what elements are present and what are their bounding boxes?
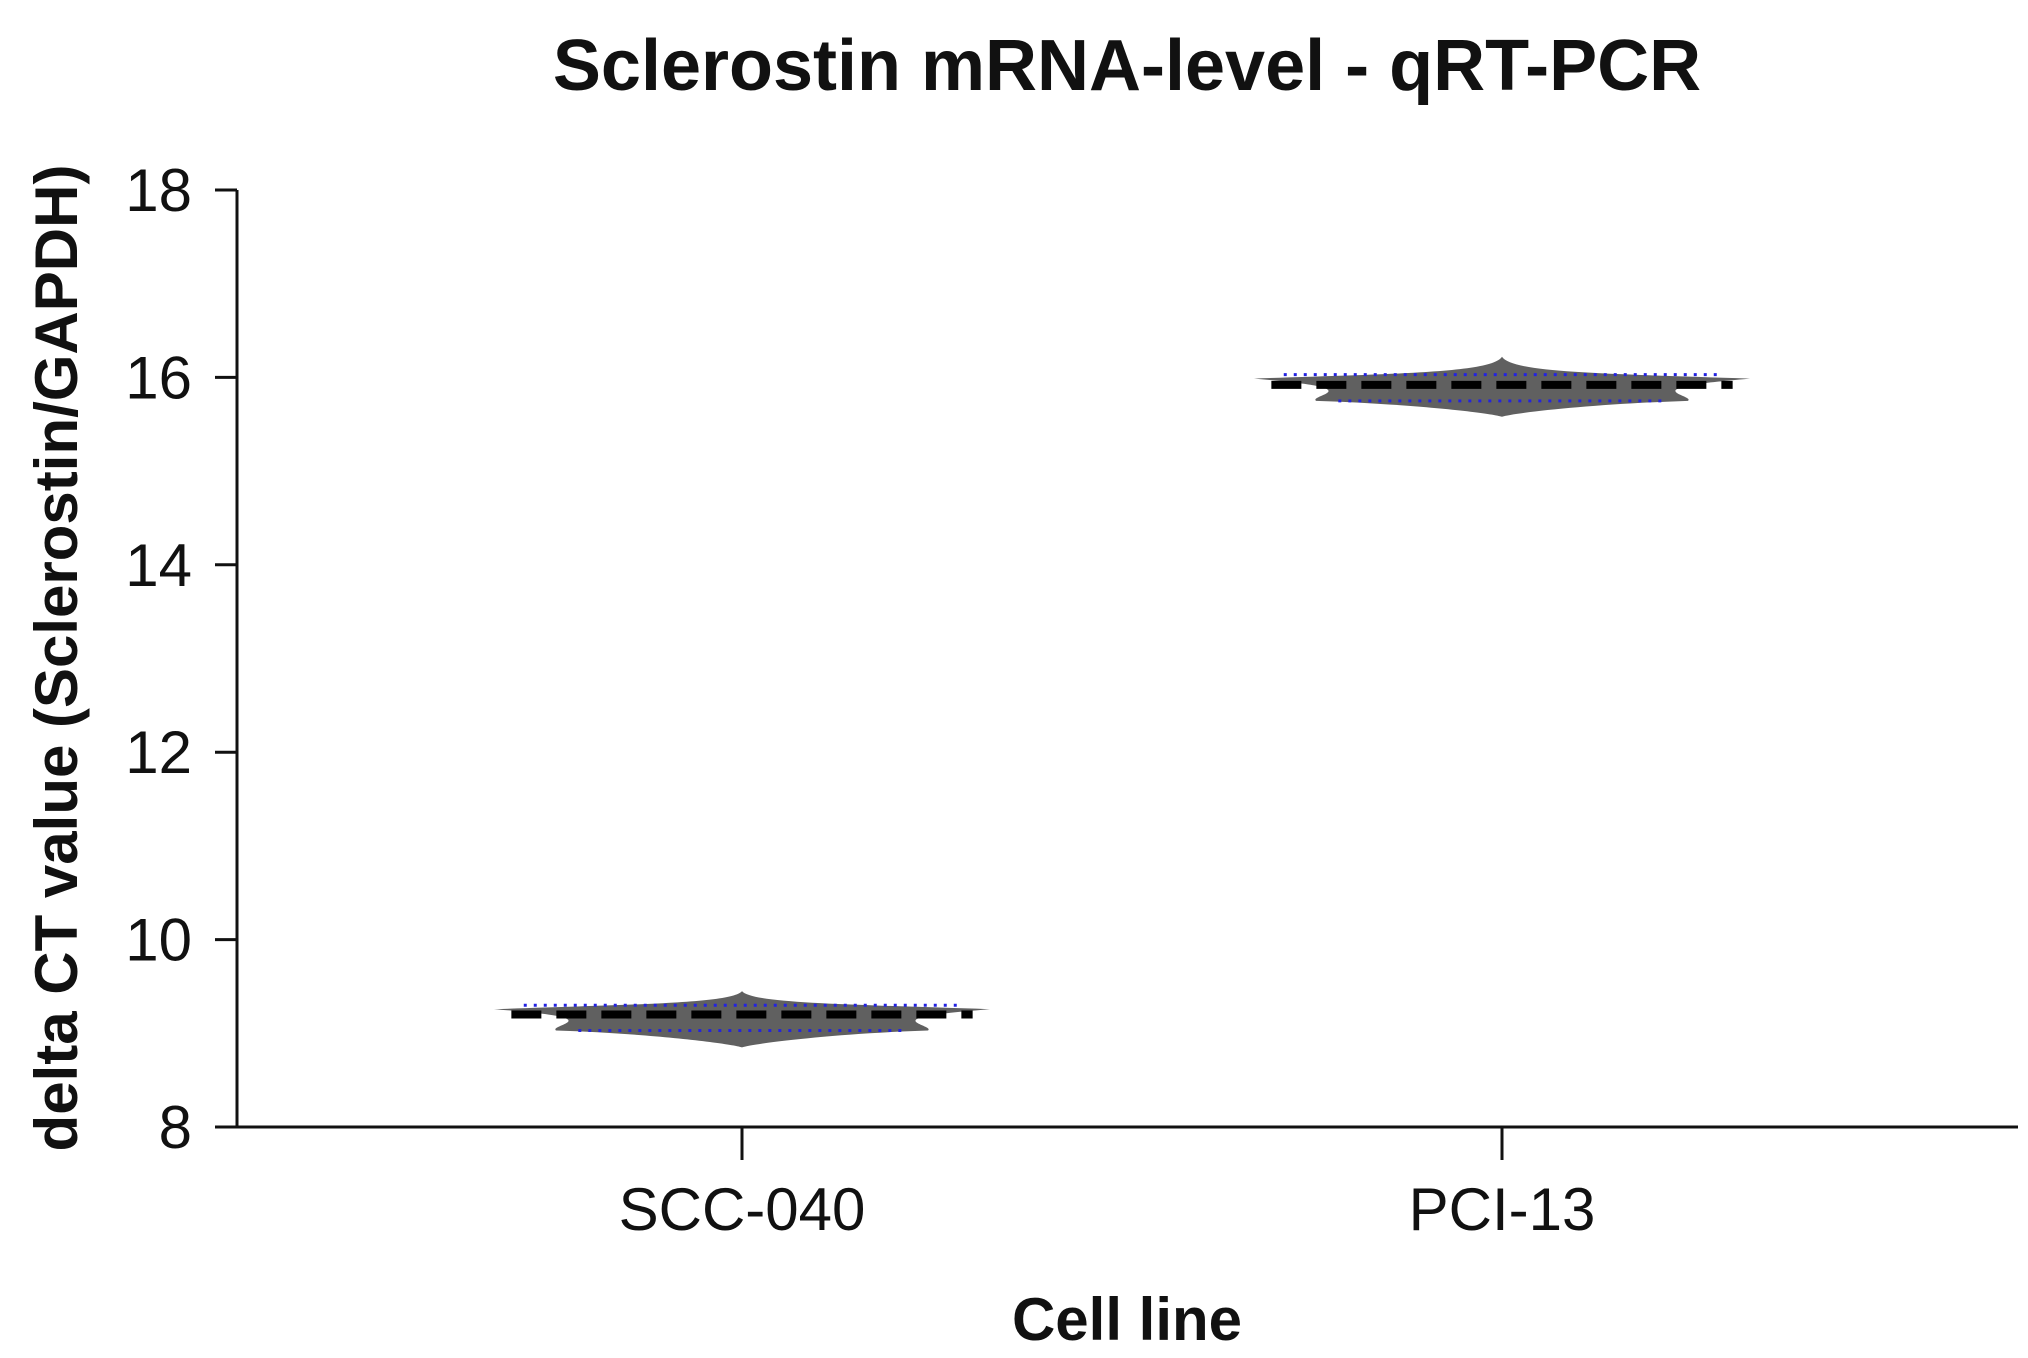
y-ticks: 8 10 12 14 16 18: [125, 157, 237, 1161]
y-axis-label: delta CT value (Sclerostin/GAPDH): [23, 165, 90, 1152]
chart-title: Sclerostin mRNA-level - qRT-PCR: [553, 26, 1701, 106]
x-ticks: SCC-040 PCI-13: [619, 1127, 1596, 1243]
y-tick-label: 18: [125, 157, 192, 224]
y-tick-label: 10: [125, 907, 192, 974]
violins: [494, 356, 1750, 1048]
y-tick-label: 12: [125, 719, 192, 786]
x-axis-label: Cell line: [1012, 1286, 1242, 1353]
x-tick-label: SCC-040: [619, 1176, 866, 1243]
violin-body-scc-040: [494, 991, 990, 1048]
y-tick-label: 14: [125, 532, 192, 599]
x-tick-label: PCI-13: [1409, 1176, 1596, 1243]
y-tick-label: 8: [159, 1094, 192, 1161]
y-tick-label: 16: [125, 344, 192, 411]
